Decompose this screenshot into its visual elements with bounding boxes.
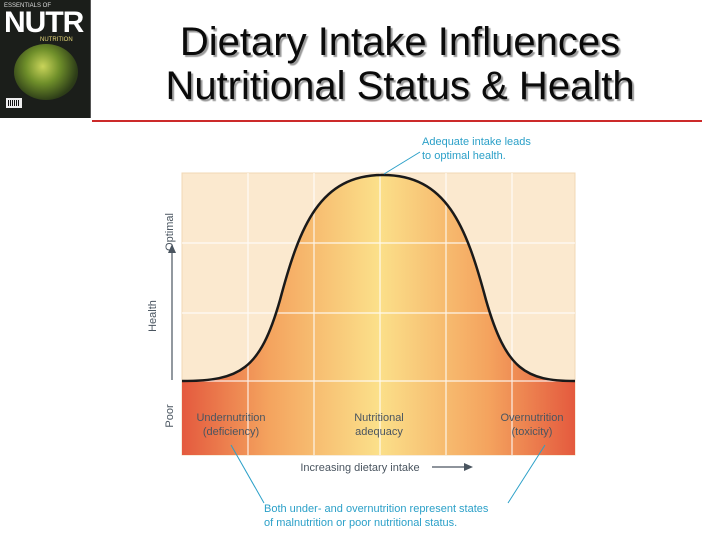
cover-subtext: NUTRITION (40, 37, 73, 43)
y-label-health: Health (147, 300, 159, 332)
x-axis-label: Increasing dietary intake (300, 462, 419, 474)
callout-top-leader (383, 151, 421, 175)
zone-center-line1: Nutritional (354, 412, 404, 424)
title-line-2: Nutritional Status & Health (165, 64, 635, 108)
y-label-poor: Poor (164, 404, 176, 428)
zone-right-line1: Overnutrition (501, 412, 564, 424)
cover-thumbnail: ESSENTIALS OF NUTR NUTRITION (0, 0, 91, 118)
title-line-1: Dietary Intake Influences (179, 20, 621, 64)
zone-center-line2: adequacy (355, 426, 403, 438)
health-curve (181, 173, 576, 383)
callout-bottom-line1: Both under- and overnutrition represent … (264, 503, 489, 515)
y-axis-arrowhead (168, 244, 176, 253)
barcode-lines (8, 100, 20, 106)
callout-top-line1: Adequate intake leads (422, 136, 531, 148)
callout-bottom-leader-right (507, 444, 546, 504)
cover-masthead: NUTR (4, 6, 84, 39)
callout-top-line2: to optimal health. (422, 150, 506, 162)
y-label-optimal: Optimal (164, 213, 176, 251)
cover-image (14, 44, 78, 100)
zone-left-line1: Undernutrition (196, 412, 265, 424)
grid (182, 173, 575, 455)
title-divider (92, 120, 702, 122)
zone-right-line2: (toxicity) (512, 426, 553, 438)
callout-bottom-line2: of malnutrition or poor nutritional stat… (264, 517, 457, 529)
cover-top-text: ESSENTIALS OF (4, 3, 52, 9)
callout-bottom-leader-left (230, 444, 265, 504)
x-axis-arrowhead (464, 463, 473, 471)
page-title: Dietary Intake Influences Nutritional St… (100, 20, 700, 108)
zone-left-line2: (deficiency) (203, 426, 259, 438)
